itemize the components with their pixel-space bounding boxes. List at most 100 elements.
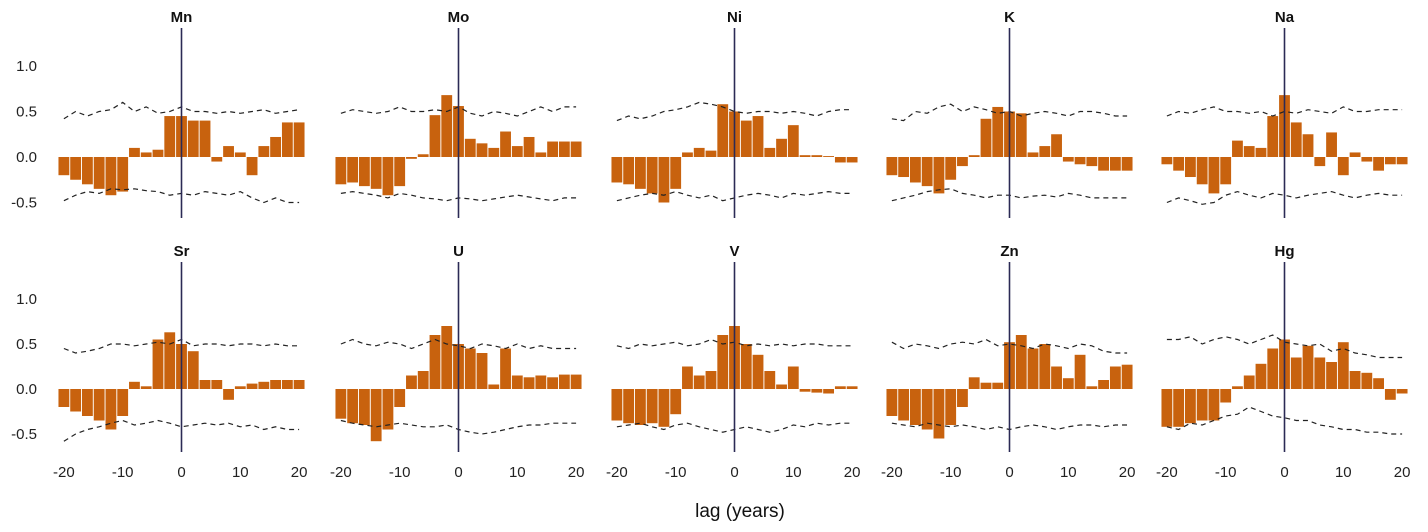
x-axis-title: lag (years) bbox=[695, 501, 785, 522]
bar bbox=[281, 122, 293, 157]
bar bbox=[382, 389, 394, 430]
bar bbox=[129, 147, 140, 157]
bar bbox=[500, 348, 511, 389]
x-tick-label: -10 bbox=[389, 464, 411, 481]
panel-title: Sr bbox=[174, 243, 190, 260]
bar bbox=[358, 157, 370, 187]
bar bbox=[752, 116, 764, 157]
bar bbox=[246, 157, 258, 176]
bar bbox=[523, 136, 535, 157]
bar bbox=[58, 389, 70, 407]
bar bbox=[523, 377, 535, 389]
bar bbox=[1302, 134, 1314, 157]
bar bbox=[968, 155, 980, 157]
bar bbox=[886, 157, 898, 176]
bar bbox=[682, 366, 693, 389]
x-tick-label: 20 bbox=[844, 464, 861, 481]
bar bbox=[787, 125, 799, 157]
bar bbox=[347, 389, 359, 424]
bar bbox=[799, 389, 811, 392]
bar bbox=[293, 380, 305, 389]
bar bbox=[211, 157, 223, 162]
bar bbox=[921, 389, 933, 430]
bar bbox=[535, 152, 547, 157]
bar bbox=[811, 389, 823, 393]
bar bbox=[464, 348, 476, 389]
bar bbox=[799, 155, 811, 157]
bar bbox=[558, 141, 570, 157]
bar bbox=[1384, 389, 1396, 400]
bar bbox=[1173, 389, 1185, 427]
x-tick-label: 0 bbox=[454, 464, 462, 481]
bar bbox=[1161, 157, 1173, 165]
bar bbox=[957, 389, 968, 407]
bar bbox=[1161, 389, 1173, 427]
bar bbox=[898, 157, 910, 178]
panel-v: V -20 -10 0 10 20 bbox=[606, 243, 860, 481]
bar bbox=[105, 157, 117, 196]
bar bbox=[1326, 132, 1337, 157]
bar bbox=[823, 389, 834, 394]
bar bbox=[547, 377, 558, 389]
bar bbox=[1373, 378, 1384, 389]
bar bbox=[1208, 389, 1220, 421]
bar bbox=[658, 157, 670, 203]
bar bbox=[776, 384, 787, 389]
bar bbox=[1027, 348, 1039, 389]
bar bbox=[370, 389, 382, 442]
bar bbox=[846, 157, 858, 163]
bar bbox=[764, 147, 776, 157]
bar bbox=[547, 141, 558, 157]
y-tick-label: 1.0 bbox=[16, 291, 37, 308]
panel-title: Zn bbox=[1000, 243, 1018, 260]
bar bbox=[1039, 344, 1051, 389]
x-tick-label: -20 bbox=[881, 464, 903, 481]
x-tick-label: 10 bbox=[1060, 464, 1077, 481]
x-tick-label: -20 bbox=[606, 464, 628, 481]
bar bbox=[441, 95, 453, 157]
bar bbox=[1121, 364, 1133, 389]
bar bbox=[511, 146, 523, 157]
x-tick-label: -20 bbox=[53, 464, 75, 481]
bar bbox=[1062, 157, 1074, 162]
bar bbox=[945, 157, 957, 180]
bar bbox=[1290, 122, 1302, 157]
bar bbox=[1314, 157, 1326, 167]
panel-title: Mn bbox=[171, 9, 193, 26]
panel-na: Na bbox=[1161, 9, 1408, 218]
bar bbox=[787, 366, 799, 389]
bar bbox=[187, 120, 199, 157]
x-tick-label: 20 bbox=[1394, 464, 1411, 481]
bar bbox=[1232, 386, 1243, 389]
bar bbox=[740, 120, 752, 157]
bar bbox=[1196, 389, 1208, 421]
bar bbox=[429, 115, 441, 157]
bar bbox=[488, 384, 500, 389]
upper-confidence-band bbox=[616, 101, 853, 122]
bar bbox=[1074, 354, 1086, 389]
bar bbox=[164, 116, 176, 157]
bar bbox=[152, 149, 164, 157]
bar bbox=[70, 389, 82, 412]
bar bbox=[187, 351, 199, 389]
y-tick-label: 0.0 bbox=[16, 381, 37, 398]
bar bbox=[670, 389, 682, 415]
bar bbox=[1302, 345, 1314, 389]
bar bbox=[670, 157, 682, 189]
panel-mo: Mo bbox=[335, 9, 582, 218]
bar bbox=[1255, 147, 1267, 157]
panel-title: V bbox=[729, 243, 739, 260]
bar bbox=[1109, 366, 1121, 389]
x-tick-label: -10 bbox=[665, 464, 687, 481]
bar bbox=[834, 386, 846, 389]
bar bbox=[211, 380, 223, 389]
bar bbox=[705, 371, 717, 389]
bar bbox=[1109, 157, 1121, 171]
bar bbox=[500, 131, 511, 157]
bar bbox=[417, 154, 429, 157]
x-tick-label: 0 bbox=[730, 464, 738, 481]
panel-title: Hg bbox=[1275, 243, 1295, 260]
lower-confidence-band bbox=[1166, 190, 1403, 205]
bar bbox=[223, 146, 234, 157]
bar bbox=[752, 354, 764, 389]
